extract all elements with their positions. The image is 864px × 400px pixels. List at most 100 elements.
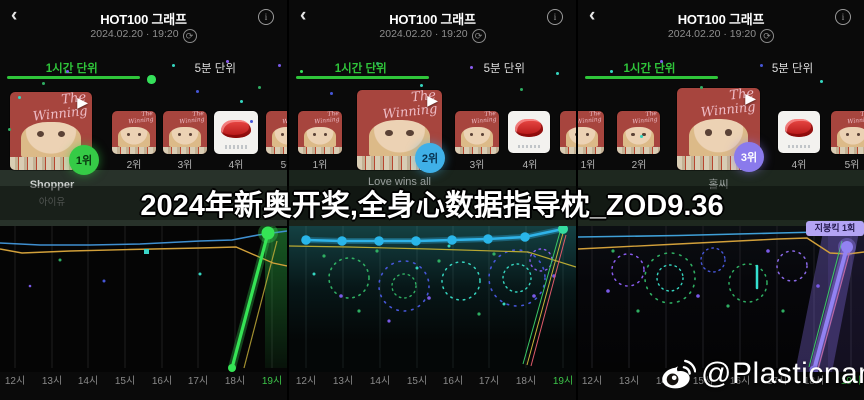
page-title: HOT100 그래프 [389, 12, 476, 27]
x-axis-label: 14시 [77, 376, 99, 387]
caption-band [578, 170, 864, 226]
album-thumb-rank2[interactable]: The Winning [112, 111, 156, 154]
watermark-text: @Plasticname [701, 357, 864, 390]
play-icon[interactable]: ▶ [77, 94, 88, 110]
rank-graph[interactable] [289, 226, 576, 372]
tab-hour-unit[interactable]: 1시간 단위 [45, 63, 98, 75]
x-axis-label: 18시 [515, 376, 537, 387]
rank-label: 1위 [312, 160, 328, 171]
rank-label: 4위 [522, 160, 538, 171]
caption-band [0, 170, 287, 226]
rank-badge: 3위 [734, 142, 764, 172]
active-tab-indicator [296, 76, 429, 79]
chart-panel-2: ‹ HOT100 그래프 i 2024.02.20 · 19:20 ⟳ 1시간 단… [289, 0, 576, 400]
song-title: 홀씨 [708, 179, 729, 191]
timestamp: 2024.02.20 · 19:20 [667, 28, 757, 40]
rank-label: 4위 [791, 160, 807, 171]
confetti-decoration [0, 0, 3, 3]
x-axis-label: 15시 [692, 376, 714, 387]
song-caption: 홀씨 [677, 176, 760, 192]
timestamp: 2024.02.20 · 19:20 [90, 28, 179, 40]
play-icon[interactable]: ▶ [745, 90, 756, 106]
album-thumb-rank4[interactable] [778, 111, 820, 153]
banner-text: 2024年新奥开奖,全身心数据指导枕_ZOD9.36 [140, 190, 724, 222]
album-thumb-rank1[interactable]: The Winning [578, 111, 604, 154]
x-axis-label-current: 19시 [261, 376, 283, 387]
tab-hour-unit[interactable]: 1시간 단위 [334, 63, 387, 75]
rank-label: 2위 [126, 160, 142, 171]
x-axis-label: 16시 [442, 376, 464, 387]
tab-hour-unit[interactable]: 1시간 단위 [623, 63, 676, 75]
caption-band [289, 170, 576, 226]
x-axis-label: 12시 [4, 376, 26, 387]
album-thumb-rank4[interactable] [508, 111, 550, 153]
overlay-banner: 2024年新奥开奖,全身心数据指导枕_ZOD9.36 [0, 186, 864, 222]
tab-five-min-unit[interactable]: 5분 단위 [194, 63, 236, 75]
song-artist: 아이유 [38, 197, 66, 208]
play-icon[interactable]: ▶ [427, 92, 438, 108]
back-icon[interactable]: ‹ [11, 5, 18, 26]
tab-five-min-unit[interactable]: 5분 단위 [771, 63, 814, 75]
rank-badge: 2위 [415, 143, 445, 173]
album-thumb-rank4[interactable] [214, 111, 258, 154]
rank-label: 3위 [177, 160, 193, 171]
back-icon[interactable]: ‹ [589, 5, 596, 26]
album-thumb-rank3[interactable]: The Winning [455, 111, 499, 154]
rank-label: 5위 [280, 160, 287, 171]
active-tab-indicator [585, 76, 718, 79]
rank-label: 4위 [228, 160, 244, 171]
x-axis-label: 13시 [332, 376, 354, 387]
rank-graph[interactable] [578, 226, 864, 372]
refresh-icon[interactable]: ⟳ [182, 29, 197, 43]
song-caption: Love wins all [357, 176, 442, 188]
info-icon[interactable]: i [258, 9, 274, 25]
x-axis-label: 17시 [478, 376, 500, 387]
rank-graph-svg [289, 226, 576, 368]
album-thumb-rank2[interactable]: The Winning [617, 111, 660, 154]
page-title: HOT100 그래프 [677, 12, 765, 27]
tab-five-min-unit[interactable]: 5분 단위 [483, 63, 525, 75]
date-row: 2024.02.20 · 19:20 ⟳ [0, 28, 287, 43]
info-icon[interactable]: i [835, 9, 851, 25]
x-axis-label: 13시 [41, 376, 63, 387]
date-row: 2024.02.20 · 19:20 ⟳ [578, 28, 864, 43]
rank-label: 1위 [580, 160, 596, 171]
x-axis-label: 12시 [295, 376, 317, 387]
date-row: 2024.02.20 · 19:20 ⟳ [289, 28, 576, 43]
x-axis-label: 16시 [151, 376, 173, 387]
active-tab-indicator [7, 76, 140, 79]
page-title: HOT100 그래프 [100, 12, 187, 27]
rank-graph-svg [578, 226, 864, 372]
info-icon[interactable]: i [547, 9, 563, 25]
timestamp: 2024.02.20 · 19:20 [379, 28, 468, 40]
x-axis-label: 18시 [803, 376, 825, 387]
refresh-icon[interactable]: ⟳ [471, 29, 486, 43]
rank-label: 2위 [631, 160, 647, 171]
refresh-icon[interactable]: ⟳ [760, 29, 775, 43]
roof-kick-tooltip: 지붕킥 1회 [806, 221, 864, 236]
x-axis-label: 15시 [406, 376, 428, 387]
album-thumb-rank3[interactable]: The Winning [163, 111, 207, 154]
chart-panel-1: ‹ HOT100 그래프 i 2024.02.20 · 19:20 ⟳ 1시간 단… [0, 0, 287, 400]
x-axis-label: 14시 [369, 376, 391, 387]
x-axis-label: 13시 [618, 376, 640, 387]
rank-label: 3위 [469, 160, 485, 171]
x-axis-label: 17시 [766, 376, 788, 387]
rank-graph[interactable] [0, 226, 287, 372]
chart-panel-3: ‹ HOT100 그래프 i 2024.02.20 · 19:20 ⟳ 1시간 단… [578, 0, 864, 400]
rank-label: 5위 [844, 160, 860, 171]
song-title: Love wins all [368, 176, 431, 188]
x-axis-label: 12시 [581, 376, 603, 387]
x-axis-label: 17시 [187, 376, 209, 387]
album-thumb-rank1[interactable]: The Winning [298, 111, 342, 154]
x-axis-label-current: 19시 [552, 376, 574, 387]
back-icon[interactable]: ‹ [300, 5, 307, 26]
weibo-icon [662, 359, 696, 389]
x-axis-label-current: 19시 [840, 376, 862, 387]
rank-badge: 1위 [69, 145, 99, 175]
song-caption: Shopper 아이유 [10, 179, 94, 208]
x-axis-label: 16시 [729, 376, 751, 387]
